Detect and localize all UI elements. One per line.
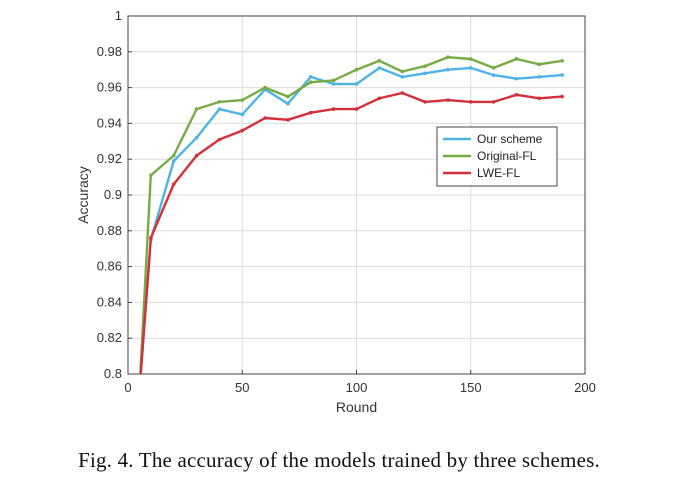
x-tick-label: 200 xyxy=(574,380,596,395)
y-tick-label: 0.8 xyxy=(104,366,122,381)
data-point-our-scheme xyxy=(514,76,519,81)
data-point-our-scheme xyxy=(286,101,290,106)
series-line-original-fl xyxy=(139,56,563,374)
data-point-our-scheme xyxy=(217,107,222,111)
data-point-lwe-fl xyxy=(331,107,336,111)
figure-caption: Fig. 4. The accuracy of the models train… xyxy=(78,448,600,472)
data-point-original-fl xyxy=(309,80,313,85)
x-tick-label: 150 xyxy=(460,380,482,395)
data-point-original-fl xyxy=(446,55,450,59)
legend-label-lwe-fl: LWE-FL xyxy=(477,166,520,180)
data-point-lwe-fl xyxy=(537,96,542,101)
data-point-original-fl xyxy=(263,85,267,90)
data-point-original-fl xyxy=(468,57,473,61)
data-point-original-fl xyxy=(491,66,496,70)
data-point-original-fl xyxy=(240,98,245,102)
data-point-our-scheme xyxy=(491,73,496,77)
data-point-lwe-fl xyxy=(149,236,153,240)
y-tick-label: 0.98 xyxy=(97,44,122,59)
y-tick-label: 0.86 xyxy=(97,259,122,274)
legend-label-original-fl: Original-FL xyxy=(477,149,537,163)
data-point-lwe-fl xyxy=(240,128,245,133)
chart-container: 0.8 0.82 0.84 0.86 0.88 0.9 0.92 0.94 0.96 0.98 1 0… xyxy=(75,8,596,415)
data-point-our-scheme xyxy=(240,112,245,117)
data-point-lwe-fl xyxy=(560,94,564,99)
data-point-original-fl xyxy=(560,58,564,63)
data-point-original-fl xyxy=(217,100,222,104)
series-line-lwe-fl xyxy=(139,91,563,374)
y-tick-label: 0.94 xyxy=(97,115,122,130)
data-point-lwe-fl xyxy=(263,116,267,120)
x-axis-label: Round xyxy=(336,399,377,415)
axis-ticks: 0.80.820.840.860.880.90.920.940.960.9810… xyxy=(97,8,596,395)
data-point-original-fl xyxy=(377,58,382,63)
data-point-our-scheme xyxy=(468,66,473,70)
data-point-our-scheme xyxy=(171,159,176,163)
data-point-our-scheme xyxy=(331,82,336,86)
x-tick-label: 100 xyxy=(346,380,368,395)
data-point-lwe-fl xyxy=(286,118,290,122)
data-point-original-fl xyxy=(537,62,542,67)
data-point-lwe-fl xyxy=(377,96,382,101)
data-point-lwe-fl xyxy=(400,91,405,95)
y-axis-label: Accuracy xyxy=(75,166,91,224)
series-lines xyxy=(139,55,564,374)
data-point-original-fl xyxy=(354,67,359,72)
y-tick-label: 0.88 xyxy=(97,223,122,238)
data-point-original-fl xyxy=(331,78,336,83)
y-tick-label: 0.92 xyxy=(97,151,122,166)
data-point-original-fl xyxy=(514,57,519,61)
data-point-original-fl xyxy=(194,107,199,111)
data-point-our-scheme xyxy=(377,66,382,70)
data-point-our-scheme xyxy=(309,75,313,79)
data-point-our-scheme xyxy=(194,135,199,140)
y-tick-label: 0.84 xyxy=(97,294,122,309)
data-point-lwe-fl xyxy=(423,100,427,104)
data-point-lwe-fl xyxy=(194,153,199,158)
data-point-lwe-fl xyxy=(309,110,313,115)
accuracy-line-chart: 0.80.820.840.860.880.90.920.940.960.9810… xyxy=(75,8,596,415)
data-point-original-fl xyxy=(400,69,405,74)
data-point-lwe-fl xyxy=(171,182,176,187)
data-point-our-scheme xyxy=(400,75,405,79)
y-tick-label: 1 xyxy=(115,8,122,23)
data-point-lwe-fl xyxy=(491,100,496,104)
x-tick-label: 0 xyxy=(124,380,131,395)
data-point-original-fl xyxy=(423,64,427,68)
data-point-lwe-fl xyxy=(217,137,222,142)
data-point-our-scheme xyxy=(537,75,542,79)
data-point-original-fl xyxy=(171,153,176,158)
data-point-original-fl xyxy=(149,173,153,178)
data-point-original-fl xyxy=(286,94,290,99)
y-tick-label: 0.82 xyxy=(97,330,122,345)
data-point-our-scheme xyxy=(560,73,564,77)
data-point-lwe-fl xyxy=(446,98,450,102)
data-point-our-scheme xyxy=(446,67,450,72)
data-point-our-scheme xyxy=(423,71,427,76)
data-point-lwe-fl xyxy=(354,107,359,111)
y-tick-label: 0.96 xyxy=(97,80,122,95)
legend-label-our-scheme: Our scheme xyxy=(477,132,543,146)
y-tick-label: 0.9 xyxy=(104,187,122,202)
x-tick-label: 50 xyxy=(235,380,249,395)
legend: Our scheme Original-FL LWE-FL xyxy=(436,126,558,187)
series-line-our-scheme xyxy=(139,66,563,374)
data-point-lwe-fl xyxy=(514,92,519,97)
data-point-lwe-fl xyxy=(468,100,473,104)
data-point-our-scheme xyxy=(354,82,359,86)
